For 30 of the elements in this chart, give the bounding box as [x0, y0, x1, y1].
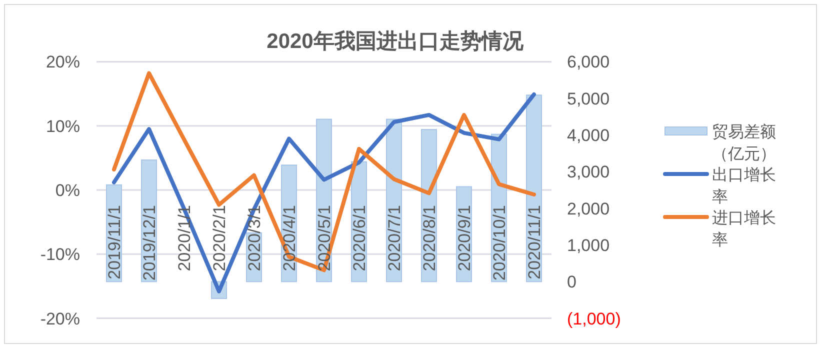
x-tick-label: 2020/7/1	[385, 205, 404, 272]
x-tick-label: 2020/1/1	[175, 205, 194, 272]
y2-tick-label: 5,000	[567, 89, 610, 108]
y-tick-label: -20%	[40, 309, 80, 328]
x-tick-label: 2020/5/1	[315, 205, 334, 272]
x-tick-label: 2019/11/1	[105, 205, 124, 280]
x-tick-label: 2020/11/1	[525, 205, 544, 280]
y2-tick-label: 6,000	[567, 52, 610, 72]
x-tick-label: 2020/8/1	[420, 205, 439, 272]
x-tick-label: 2020/10/1	[490, 205, 509, 281]
y-tick-label: -10%	[40, 245, 80, 264]
x-tick-label: 2020/3/1	[245, 205, 264, 272]
legend-label: 贸易差额（亿元）	[712, 123, 776, 163]
x-tick-label: 2019/12/1	[140, 205, 159, 281]
y2-tick-label: 1,000	[567, 236, 610, 255]
y-tick-label: 0%	[55, 181, 80, 200]
y2-tick-label: (1,000)	[567, 309, 621, 328]
y2-tick-label: 3,000	[567, 162, 610, 182]
legend-label: 进口增长率	[712, 209, 776, 249]
legend-label: 出口增长率	[712, 166, 776, 206]
x-tick-label: 2020/4/1	[280, 205, 299, 272]
x-tick-label: 2020/9/1	[455, 205, 474, 272]
y-tick-label: 20%	[46, 52, 80, 72]
chart-title: 2020年我国进出口走势情况	[266, 30, 524, 53]
y2-tick-label: 0	[567, 272, 576, 292]
x-tick-label: 2020/2/1	[210, 205, 229, 272]
y2-tick-label: 2,000	[567, 199, 610, 218]
y2-tick-label: 4,000	[567, 126, 610, 146]
y-tick-label: 10%	[46, 116, 80, 136]
x-tick-label: 2020/6/1	[350, 205, 369, 272]
